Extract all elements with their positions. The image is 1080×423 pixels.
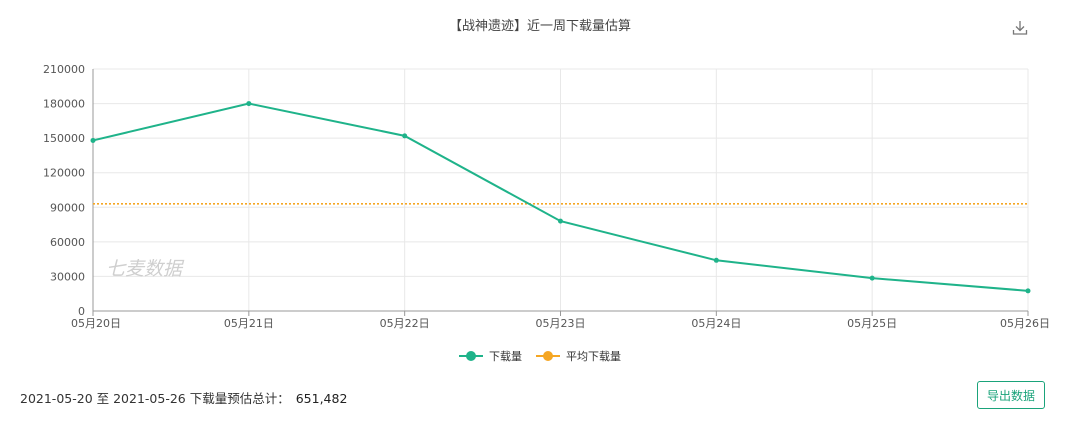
y-tick-label: 30000 [50,270,85,283]
legend: 下载量 平均下载量 [0,348,1080,364]
data-point-downloads [869,275,875,281]
watermark: 七麦数据 [106,258,185,280]
data-point-downloads [713,257,719,263]
download-summary: 2021-05-20 至 2021-05-26 下载量预估总计： 651,482 [20,388,347,407]
data-point-downloads [1025,288,1031,294]
data-point-downloads [90,137,96,143]
y-tick-label: 180000 [43,98,85,111]
summary-total: 651,482 [295,391,348,406]
summary-label: 2021-05-20 至 2021-05-26 下载量预估总计： [20,391,290,406]
export-data-button[interactable]: 导出数据 [977,381,1045,409]
y-tick-label: 120000 [43,167,85,180]
x-tick-label: 05月20日 [71,317,121,330]
y-tick-label: 150000 [43,132,85,145]
x-tick-label: 05月22日 [380,317,430,330]
line-chart: 0 30000 60000 90000 120000 150000 180000 210000… [43,63,1050,330]
y-tick-label: 0 [78,305,85,318]
data-point-downloads [246,101,252,107]
legend-label-average: 平均下载量 [566,350,621,363]
legend-label-downloads: 下载量 [489,350,522,363]
legend-swatch-downloads [459,350,483,362]
data-point-downloads [558,218,563,224]
x-tick-label: 05月24日 [691,317,741,330]
chart-title: 【战神遗迹】近一周下载量估算 [448,19,631,34]
legend-swatch-average [536,350,560,362]
data-point-downloads [402,133,408,139]
x-tick-label: 05月26日 [1000,317,1050,330]
y-tick-label: 210000 [43,63,85,76]
y-tick-label: 60000 [50,236,85,249]
download-icon[interactable] [1010,18,1030,38]
x-tick-label: 05月25日 [847,317,897,330]
x-tick-label: 05月23日 [536,317,586,330]
legend-item-downloads[interactable]: 下载量 [459,348,522,364]
legend-item-average[interactable]: 平均下载量 [536,348,621,364]
y-tick-label: 90000 [50,201,85,214]
x-tick-label: 05月21日 [224,317,274,330]
